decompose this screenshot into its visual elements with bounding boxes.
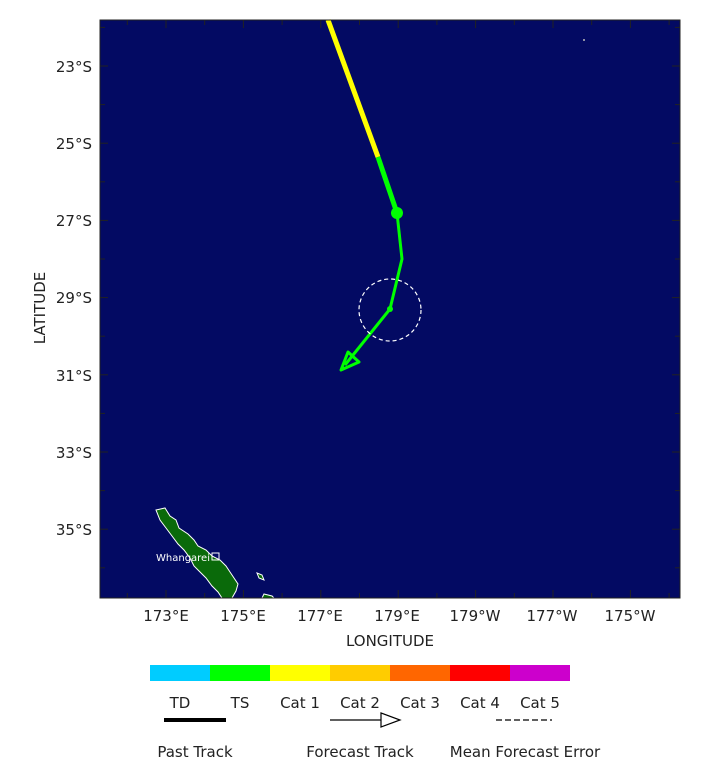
legend-color-scale	[150, 665, 570, 681]
y-tick-label: 31°S	[56, 367, 92, 385]
x-tick-label: 177°W	[527, 607, 578, 625]
y-tick-label: 23°S	[56, 58, 92, 76]
frame-ticks	[100, 20, 680, 598]
land-islet-1	[256, 572, 265, 581]
y-tick-label: 25°S	[56, 135, 92, 153]
y-tick-labels: 23°S 25°S 27°S 29°S 31°S 33°S 35°S	[56, 58, 92, 539]
forecast-point-marker	[387, 306, 393, 312]
square-marker-icon	[211, 552, 220, 561]
legend-key-past-track: Past Track	[157, 743, 233, 759]
y-axis-title: LATITUDE	[31, 272, 49, 345]
y-tick-label: 33°S	[56, 444, 92, 462]
legend-label-cat4: Cat 4	[460, 694, 500, 712]
y-tick-label: 35°S	[56, 521, 92, 539]
legend-label-cat2: Cat 2	[340, 694, 380, 712]
city-label-whangarei: Whangarei	[156, 553, 210, 564]
dashed-circle-icon	[358, 278, 422, 342]
x-tick-label: 179°W	[450, 607, 501, 625]
legend-swatch-cat5	[510, 665, 570, 681]
x-tick-labels: 173°E 175°E 177°E 179°E 179°W 177°W 175°…	[143, 607, 655, 625]
y-tick-label: 29°S	[56, 289, 92, 307]
legend-scale-labels: TD TS Cat 1 Cat 2 Cat 3 Cat 4 Cat 5	[169, 694, 560, 712]
legend-key-mean-forecast-error: Mean Forecast Error	[450, 743, 601, 759]
legend-swatch-td	[150, 665, 210, 681]
y-tick-label: 27°S	[56, 212, 92, 230]
legend-swatch-cat3	[390, 665, 450, 681]
legend-swatch-cat2	[330, 665, 390, 681]
x-tick-label: 175°E	[220, 607, 266, 625]
land-speck	[583, 39, 585, 41]
forecast-track	[343, 212, 404, 366]
legend-label-cat3: Cat 3	[400, 694, 440, 712]
legend-label-ts: TS	[230, 694, 250, 712]
legend-swatch-ts	[210, 665, 270, 681]
past-track-ts	[375, 156, 400, 214]
map-frame	[99, 19, 681, 599]
past-track-cat1	[325, 19, 381, 158]
arrow-line-icon	[330, 712, 402, 728]
legend-swatch-cat1	[270, 665, 330, 681]
x-tick-label: 175°W	[605, 607, 656, 625]
legend-label-cat5: Cat 5	[520, 694, 560, 712]
forecast-arrow-head	[339, 350, 361, 372]
legend-swatch-cat4	[450, 665, 510, 681]
legend-label-cat1: Cat 1	[280, 694, 320, 712]
x-axis-title: LONGITUDE	[346, 632, 434, 650]
land-northland	[155, 507, 239, 599]
x-tick-label: 177°E	[297, 607, 343, 625]
legend-label-td: TD	[169, 694, 191, 712]
x-tick-label: 173°E	[143, 607, 189, 625]
x-tick-label: 179°E	[374, 607, 420, 625]
legend-key-forecast-track: Forecast Track	[306, 743, 414, 759]
